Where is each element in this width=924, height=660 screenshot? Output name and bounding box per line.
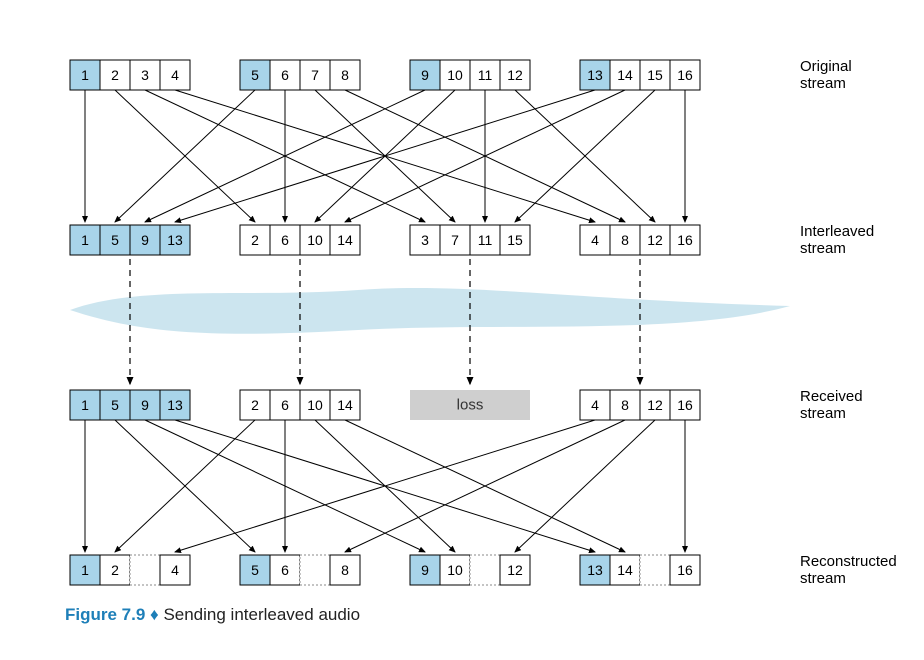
cell-value: 5 bbox=[251, 67, 259, 83]
cell-value: 10 bbox=[447, 67, 463, 83]
cell-value: 5 bbox=[111, 397, 119, 413]
cell-value: 1 bbox=[81, 67, 89, 83]
figure-caption: Figure 7.9 ♦ Sending interleaved audio bbox=[65, 605, 360, 624]
cell-value: 2 bbox=[251, 397, 259, 413]
cell-value: 2 bbox=[111, 67, 119, 83]
cell-value: 6 bbox=[281, 232, 289, 248]
cell-value: 12 bbox=[647, 397, 663, 413]
cell-value: 13 bbox=[587, 562, 603, 578]
cell-value: 10 bbox=[307, 232, 323, 248]
cell-value: 11 bbox=[478, 232, 493, 248]
mapping-arrow bbox=[515, 420, 655, 552]
cell-value: 15 bbox=[647, 67, 663, 83]
cell-value: 16 bbox=[677, 562, 693, 578]
cell-value: 14 bbox=[617, 67, 633, 83]
cell-value: 9 bbox=[141, 397, 149, 413]
row-label: stream bbox=[800, 405, 846, 422]
cell-value: 9 bbox=[141, 232, 149, 248]
row-label: stream bbox=[800, 75, 846, 92]
cell bbox=[130, 555, 160, 585]
cell-value: 9 bbox=[421, 67, 429, 83]
cell-value: 11 bbox=[478, 67, 493, 83]
cell-value: 7 bbox=[451, 232, 459, 248]
interleaving-diagram: 12345678910111213141516Originalstream159… bbox=[20, 20, 920, 640]
cell-value: 10 bbox=[447, 562, 463, 578]
cell-value: 8 bbox=[621, 232, 629, 248]
cell-value: 5 bbox=[251, 562, 259, 578]
cell-value: 9 bbox=[421, 562, 429, 578]
cell bbox=[640, 555, 670, 585]
cell-value: 4 bbox=[171, 562, 179, 578]
cell-value: 15 bbox=[507, 232, 523, 248]
cell-value: 12 bbox=[507, 562, 523, 578]
cell-value: 3 bbox=[141, 67, 149, 83]
cell-value: 8 bbox=[341, 67, 349, 83]
cell-value: 1 bbox=[81, 397, 89, 413]
cell-value: 6 bbox=[281, 562, 289, 578]
cell bbox=[300, 555, 330, 585]
row-label: Interleaved bbox=[800, 223, 874, 240]
cell bbox=[470, 555, 500, 585]
cell-value: 4 bbox=[171, 67, 179, 83]
row-label: Original bbox=[800, 58, 852, 75]
cell-value: 1 bbox=[81, 562, 89, 578]
cell-value: 6 bbox=[281, 67, 289, 83]
cell-value: 2 bbox=[111, 562, 119, 578]
cell-value: 14 bbox=[617, 562, 633, 578]
row-label: Reconstructed bbox=[800, 553, 897, 570]
network-cloud bbox=[70, 288, 790, 334]
cell-value: 16 bbox=[677, 232, 693, 248]
cell-value: 13 bbox=[167, 232, 183, 248]
cell-value: 5 bbox=[111, 232, 119, 248]
cell-value: 6 bbox=[281, 397, 289, 413]
cell-value: 12 bbox=[647, 232, 663, 248]
row-label: Received bbox=[800, 388, 863, 405]
cell-value: 16 bbox=[677, 67, 693, 83]
cell-value: 12 bbox=[507, 67, 523, 83]
cell-value: 14 bbox=[337, 232, 353, 248]
row-label: stream bbox=[800, 240, 846, 257]
cell-value: 14 bbox=[337, 397, 353, 413]
cell-value: 8 bbox=[621, 397, 629, 413]
cell-value: 13 bbox=[167, 397, 183, 413]
cell-value: 2 bbox=[251, 232, 259, 248]
cell-value: 7 bbox=[311, 67, 319, 83]
cell-value: 4 bbox=[591, 232, 599, 248]
cell-value: 13 bbox=[587, 67, 603, 83]
cell-value: 16 bbox=[677, 397, 693, 413]
row-label: stream bbox=[800, 570, 846, 587]
diagram-svg: 12345678910111213141516Originalstream159… bbox=[20, 20, 920, 640]
cell-value: 3 bbox=[421, 232, 429, 248]
cell-value: 10 bbox=[307, 397, 323, 413]
loss-label: loss bbox=[457, 397, 484, 414]
cell-value: 1 bbox=[81, 232, 89, 248]
cell-value: 8 bbox=[341, 562, 349, 578]
cell-value: 4 bbox=[591, 397, 599, 413]
